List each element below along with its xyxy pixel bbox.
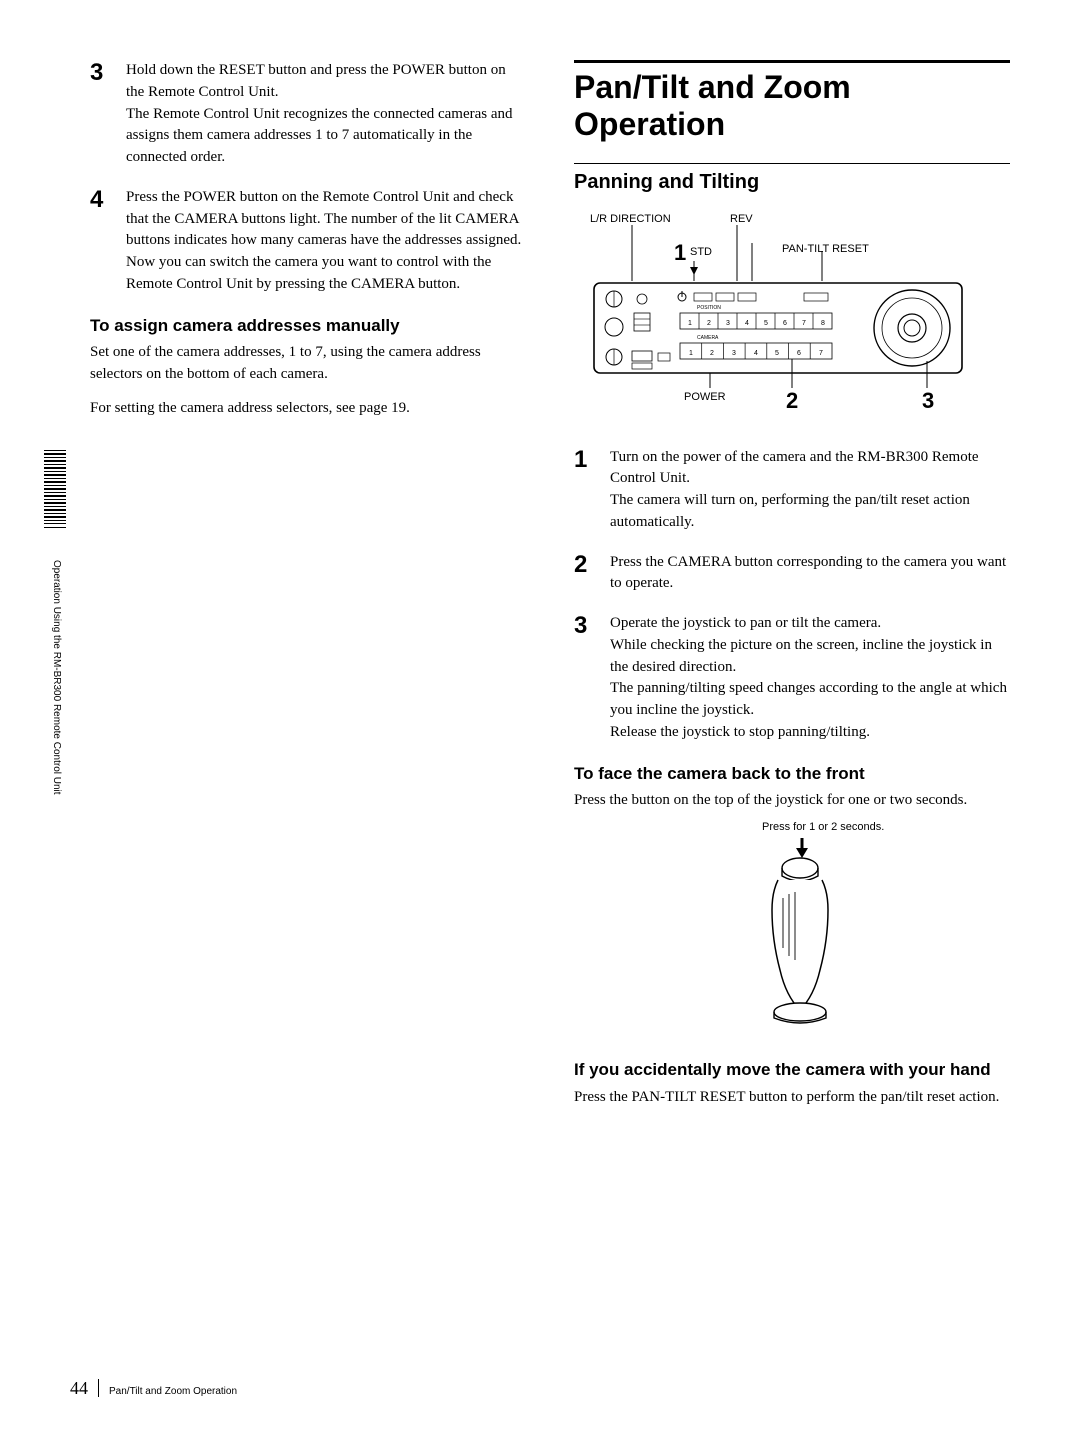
remote-control-diagram: L/R DIRECTION REV 1 STD PAN-TILT RESET — [582, 213, 982, 423]
step-number: 2 — [574, 552, 610, 596]
right-sub1-heading: To face the camera back to the front — [574, 762, 1010, 787]
step-body: Press the POWER button on the Remote Con… — [126, 187, 526, 296]
svg-text:5: 5 — [775, 350, 779, 357]
label-power: POWER — [684, 390, 726, 406]
svg-text:CAMERA: CAMERA — [697, 335, 719, 341]
step-body: Press the CAMERA button corresponding to… — [610, 552, 1010, 596]
step-number: 3 — [90, 60, 126, 169]
svg-text:7: 7 — [802, 320, 806, 327]
svg-text:2: 2 — [710, 350, 714, 357]
joystick-diagram: Press for 1 or 2 seconds. — [672, 820, 912, 1030]
left-column: 3 Hold down the RESET button and press t… — [70, 60, 526, 1114]
svg-text:1: 1 — [689, 350, 693, 357]
svg-text:3: 3 — [726, 320, 730, 327]
section-rule — [574, 163, 1010, 164]
svg-text:8: 8 — [821, 320, 825, 327]
right-sub2-body: Press the PAN-TILT RESET button to perfo… — [574, 1087, 1010, 1109]
svg-text:7: 7 — [819, 350, 823, 357]
step-body: Hold down the RESET button and press the… — [126, 60, 526, 169]
joystick-svg — [672, 820, 912, 1030]
step-body: Turn on the power of the camera and the … — [610, 447, 1010, 534]
step-number: 3 — [574, 613, 610, 744]
left-step-4: 4 Press the POWER button on the Remote C… — [90, 187, 526, 296]
title-rule — [574, 60, 1010, 63]
section-title: Panning and Tilting — [574, 168, 1010, 197]
right-step-1: 1 Turn on the power of the camera and th… — [574, 447, 1010, 534]
svg-text:6: 6 — [783, 320, 787, 327]
right-sub1-body: Press the button on the top of the joyst… — [574, 790, 1010, 812]
step-number: 1 — [574, 447, 610, 534]
svg-text:4: 4 — [754, 350, 758, 357]
svg-text:6: 6 — [797, 350, 801, 357]
main-title: Pan/Tilt and Zoom Operation — [574, 69, 1010, 143]
footer-title: Pan/Tilt and Zoom Operation — [109, 1385, 237, 1400]
step-number: 4 — [90, 187, 126, 296]
footer-divider — [98, 1379, 99, 1397]
diagram-num-3: 3 — [922, 385, 934, 417]
side-index-bars — [44, 450, 66, 530]
footer: 44 Pan/Tilt and Zoom Operation — [70, 1375, 237, 1401]
left-sub-p1: Set one of the camera addresses, 1 to 7,… — [90, 342, 526, 386]
svg-text:5: 5 — [764, 320, 768, 327]
side-section-label: Operation Using the RM-BR300 Remote Cont… — [50, 560, 62, 795]
svg-text:3: 3 — [732, 350, 736, 357]
svg-text:POSITION: POSITION — [697, 305, 721, 311]
right-step-2: 2 Press the CAMERA button corresponding … — [574, 552, 1010, 596]
page-number: 44 — [70, 1375, 88, 1401]
right-step-3: 3 Operate the joystick to pan or tilt th… — [574, 613, 1010, 744]
left-subheading: To assign camera addresses manually — [90, 314, 526, 339]
right-sub2-heading: If you accidentally move the camera with… — [574, 1058, 1010, 1083]
svg-text:2: 2 — [707, 320, 711, 327]
step-body: Operate the joystick to pan or tilt the … — [610, 613, 1010, 744]
right-column: Pan/Tilt and Zoom Operation Panning and … — [574, 60, 1010, 1114]
diagram-num-2: 2 — [786, 385, 798, 417]
svg-text:4: 4 — [745, 320, 749, 327]
joystick-caption: Press for 1 or 2 seconds. — [762, 820, 884, 836]
left-step-3: 3 Hold down the RESET button and press t… — [90, 60, 526, 169]
svg-text:1: 1 — [688, 320, 692, 327]
left-sub-p2: For setting the camera address selectors… — [90, 398, 526, 420]
